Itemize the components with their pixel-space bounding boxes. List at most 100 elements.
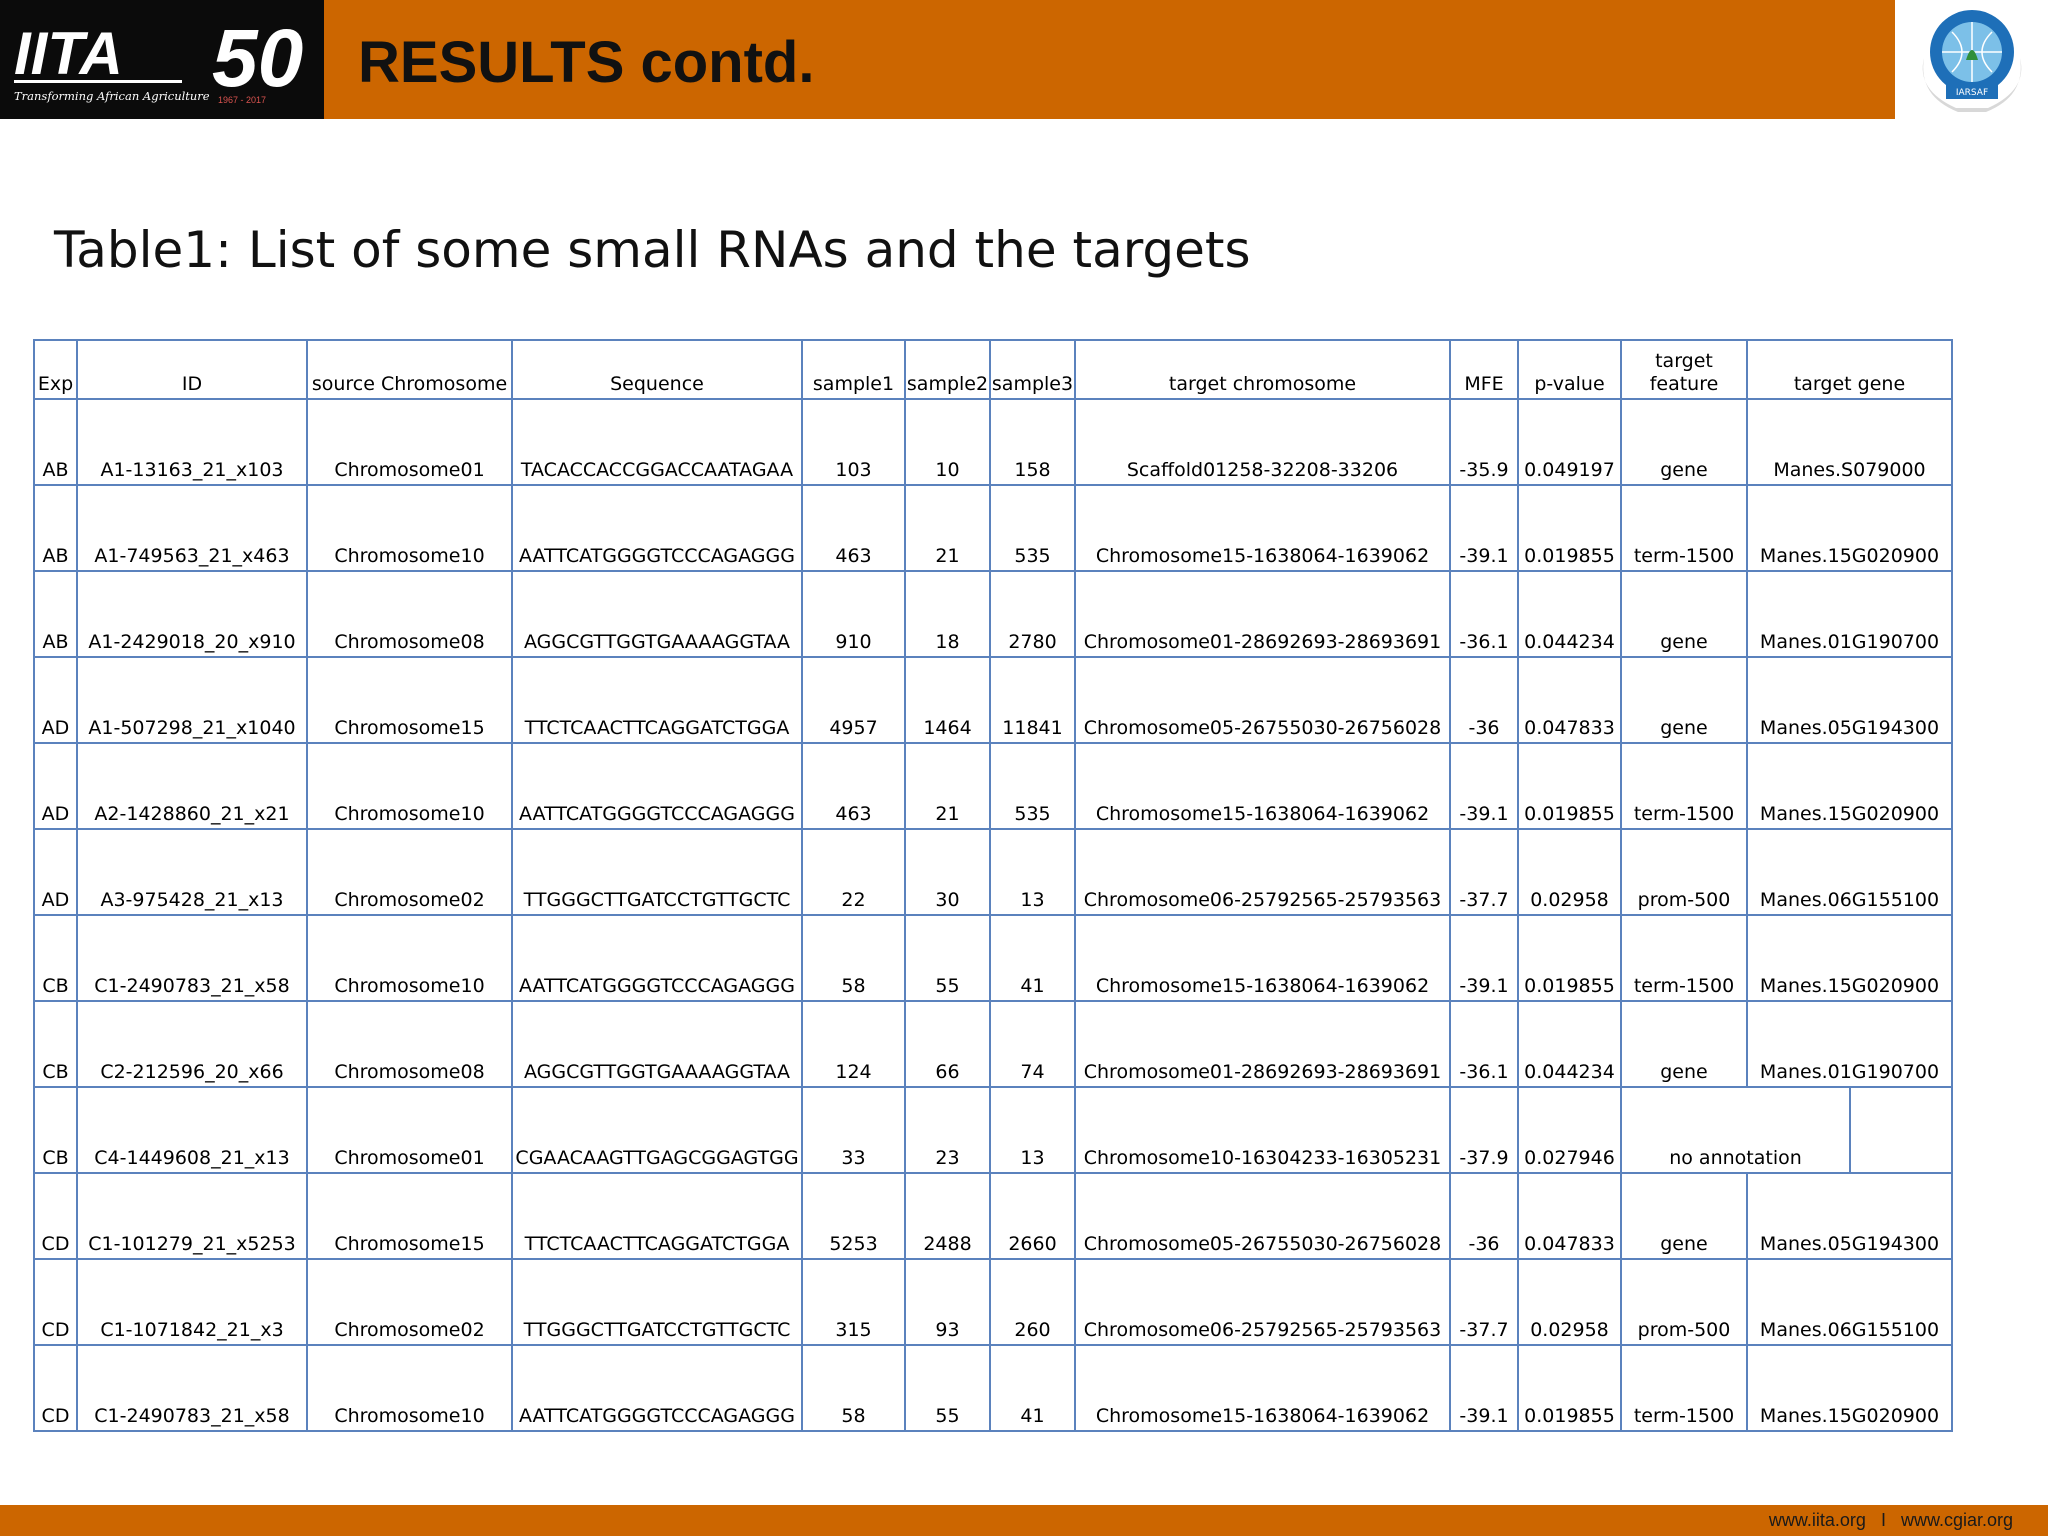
cell-target-feature: gene xyxy=(1620,656,1748,744)
cell-p-value: 0.027946 xyxy=(1517,1086,1622,1174)
cell-sequence: TTGGGCTTGATCCTGTTGCTC xyxy=(511,828,803,916)
table-caption: Table1: List of some small RNAs and the … xyxy=(54,221,1251,279)
cell-source-chromosome: Chromosome15 xyxy=(306,1172,513,1260)
column-header-id: ID xyxy=(76,339,308,400)
cell-id: A1-749563_21_x463 xyxy=(76,484,308,572)
cell-p-value: 0.044234 xyxy=(1517,570,1622,658)
cell-id: C1-2490783_21_x58 xyxy=(76,914,308,1002)
cell-exp: AD xyxy=(33,828,78,916)
cell-mfe: -35.9 xyxy=(1449,398,1519,486)
cell-mfe: -36.1 xyxy=(1449,570,1519,658)
table-header-row: Exp ID source Chromosome Sequence sample… xyxy=(33,339,1953,400)
cell-sample1: 463 xyxy=(801,484,906,572)
cell-id: A1-13163_21_x103 xyxy=(76,398,308,486)
cell-mfe: -36 xyxy=(1449,1172,1519,1260)
table-row: CB C1-2490783_21_x58 Chromosome10 AATTCA… xyxy=(33,914,1953,1002)
cell-target-gene: Manes.05G194300 xyxy=(1746,1172,1953,1260)
table-row: AB A1-13163_21_x103 Chromosome01 TACACCA… xyxy=(33,398,1953,486)
cell-target-chromosome: Scaffold01258-32208-33206 xyxy=(1074,398,1451,486)
iita-wordmark: IITA xyxy=(14,20,123,87)
cell-target-chromosome: Chromosome05-26755030-26756028 xyxy=(1074,656,1451,744)
table-row: CD C1-1071842_21_x3 Chromosome02 TTGGGCT… xyxy=(33,1258,1953,1346)
cell-target-chromosome: Chromosome05-26755030-26756028 xyxy=(1074,1172,1451,1260)
table-row: CB C2-212596_20_x66 Chromosome08 AGGCGTT… xyxy=(33,1000,1953,1088)
cell-exp: CD xyxy=(33,1172,78,1260)
cell-sample3: 2660 xyxy=(989,1172,1076,1260)
cell-target-feature: term-1500 xyxy=(1620,914,1748,1002)
cell-mfe: -36.1 xyxy=(1449,1000,1519,1088)
cell-sample2: 2488 xyxy=(904,1172,991,1260)
cell-source-chromosome: Chromosome10 xyxy=(306,1344,513,1432)
cell-mfe: -37.9 xyxy=(1449,1086,1519,1174)
cell-source-chromosome: Chromosome01 xyxy=(306,1086,513,1174)
cell-p-value: 0.02958 xyxy=(1517,1258,1622,1346)
cell-target-feature: term-1500 xyxy=(1620,484,1748,572)
cell-target-feature: prom-500 xyxy=(1620,1258,1748,1346)
cell-mfe: -39.1 xyxy=(1449,484,1519,572)
cell-source-chromosome: Chromosome08 xyxy=(306,1000,513,1088)
table-row: AD A3-975428_21_x13 Chromosome02 TTGGGCT… xyxy=(33,828,1953,916)
cell-target-gene: Manes.01G190700 xyxy=(1746,570,1953,658)
cell-mfe: -36 xyxy=(1449,656,1519,744)
cell-exp: CB xyxy=(33,914,78,1002)
cell-sample2: 10 xyxy=(904,398,991,486)
cell-sequence: AGGCGTTGGTGAAAAGGTAA xyxy=(511,1000,803,1088)
cell-target-feature: prom-500 xyxy=(1620,828,1748,916)
cell-target-gene: Manes.15G020900 xyxy=(1746,914,1953,1002)
cell-target-gene: Manes.05G194300 xyxy=(1746,656,1953,744)
cell-sample1: 33 xyxy=(801,1086,906,1174)
column-header-source-chromosome: source Chromosome xyxy=(306,339,513,400)
cell-sample3: 260 xyxy=(989,1258,1076,1346)
cell-sequence: AATTCATGGGGTCCCAGAGGG xyxy=(511,742,803,830)
cell-target-chromosome: Chromosome10-16304233-16305231 xyxy=(1074,1086,1451,1174)
cell-target-feature: term-1500 xyxy=(1620,742,1748,830)
cell-sample1: 4957 xyxy=(801,656,906,744)
cell-target-feature: gene xyxy=(1620,1172,1748,1260)
cell-p-value: 0.047833 xyxy=(1517,656,1622,744)
cell-sample1: 5253 xyxy=(801,1172,906,1260)
cell-exp: CB xyxy=(33,1086,78,1174)
cell-mfe: -39.1 xyxy=(1449,1344,1519,1432)
cell-sample3: 41 xyxy=(989,914,1076,1002)
cell-sequence: CGAACAAGTTGAGCGGAGTGG xyxy=(511,1086,803,1174)
cell-source-chromosome: Chromosome08 xyxy=(306,570,513,658)
anniversary-50-mark: 50 xyxy=(212,13,303,104)
cell-source-chromosome: Chromosome02 xyxy=(306,828,513,916)
cell-source-chromosome: Chromosome02 xyxy=(306,1258,513,1346)
cell-exp: AB xyxy=(33,398,78,486)
cell-exp: CD xyxy=(33,1344,78,1432)
table-row: AB A1-2429018_20_x910 Chromosome08 AGGCG… xyxy=(33,570,1953,658)
table-row: AD A2-1428860_21_x21 Chromosome10 AATTCA… xyxy=(33,742,1953,830)
cell-target-chromosome: Chromosome06-25792565-25793563 xyxy=(1074,828,1451,916)
cell-sequence: AGGCGTTGGTGAAAAGGTAA xyxy=(511,570,803,658)
cell-exp: AB xyxy=(33,570,78,658)
cell-sample3: 41 xyxy=(989,1344,1076,1432)
cell-id: C4-1449608_21_x13 xyxy=(76,1086,308,1174)
cell-target-chromosome: Chromosome15-1638064-1639062 xyxy=(1074,1344,1451,1432)
cell-id: C1-2490783_21_x58 xyxy=(76,1344,308,1432)
cell-target-chromosome: Chromosome15-1638064-1639062 xyxy=(1074,742,1451,830)
cell-target-feature: gene xyxy=(1620,398,1748,486)
cell-sample2: 21 xyxy=(904,742,991,830)
cell-target-feature: gene xyxy=(1620,570,1748,658)
cell-id: A2-1428860_21_x21 xyxy=(76,742,308,830)
emblem-label: IARSAF xyxy=(1956,88,1988,98)
cell-p-value: 0.019855 xyxy=(1517,484,1622,572)
cell-sequence: TTCTCAACTTCAGGATCTGGA xyxy=(511,656,803,744)
globe-emblem-icon: IARSAF xyxy=(1922,10,2022,112)
cell-sample3: 74 xyxy=(989,1000,1076,1088)
cell-sample3: 13 xyxy=(989,1086,1076,1174)
cell-sample1: 315 xyxy=(801,1258,906,1346)
cell-p-value: 0.047833 xyxy=(1517,1172,1622,1260)
cell-sample2: 55 xyxy=(904,914,991,1002)
cell-target-gene: Manes.15G020900 xyxy=(1746,1344,1953,1432)
cell-target-chromosome: Chromosome15-1638064-1639062 xyxy=(1074,914,1451,1002)
column-header-mfe: MFE xyxy=(1449,339,1519,400)
cell-sequence: AATTCATGGGGTCCCAGAGGG xyxy=(511,484,803,572)
cell-p-value: 0.019855 xyxy=(1517,742,1622,830)
column-header-target-feature: target feature xyxy=(1620,339,1748,400)
slide-title: RESULTS contd. xyxy=(358,30,815,95)
cell-sample2: 55 xyxy=(904,1344,991,1432)
cell-target-chromosome: Chromosome15-1638064-1639062 xyxy=(1074,484,1451,572)
column-header-target-gene: target gene xyxy=(1746,339,1953,400)
